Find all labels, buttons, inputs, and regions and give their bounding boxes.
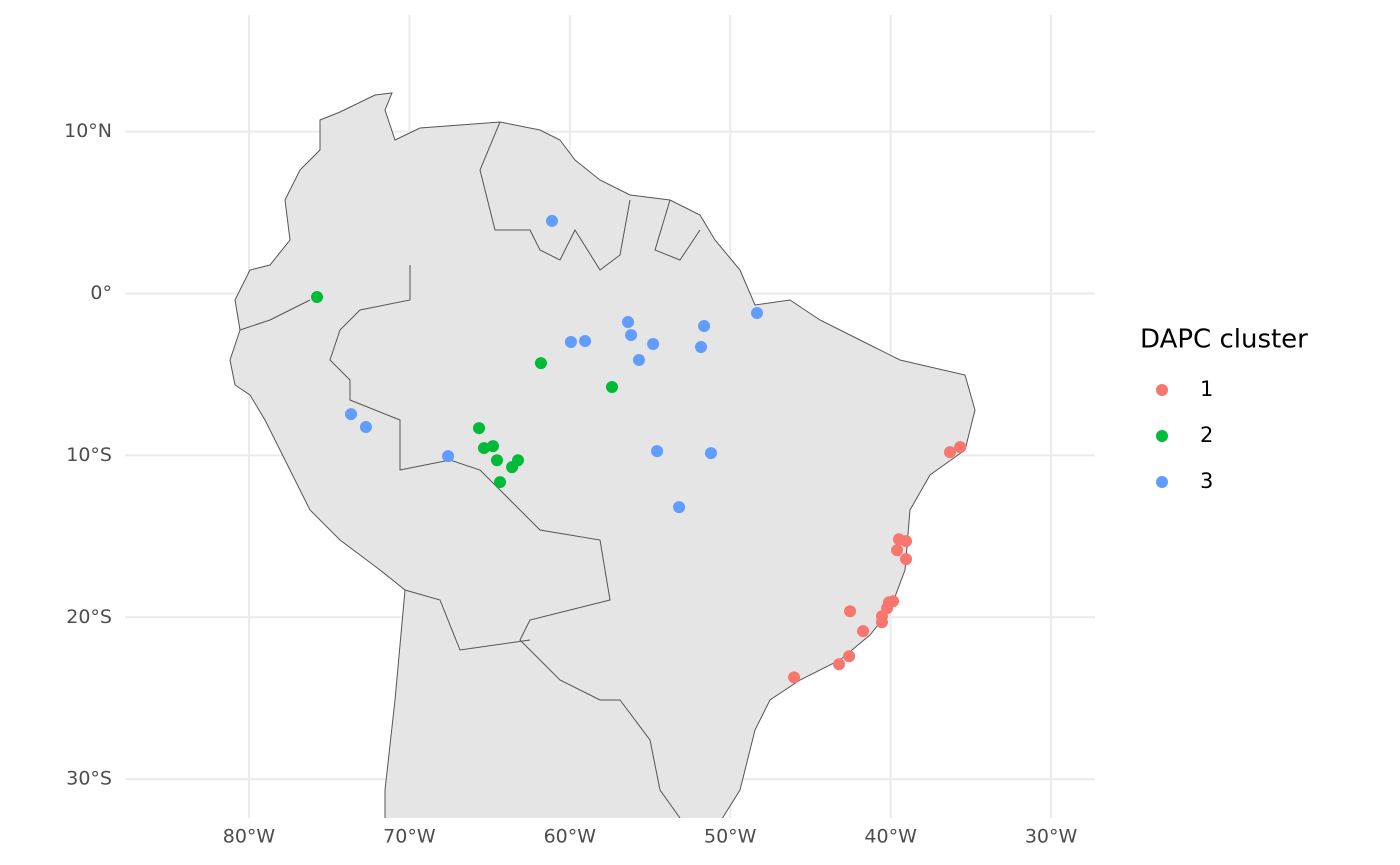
- x-tick-label: 60°W: [544, 826, 597, 848]
- point: [632, 353, 645, 366]
- point: [345, 408, 358, 421]
- point: [891, 544, 904, 557]
- x-tick-label: 40°W: [864, 826, 917, 848]
- y-tick-label: 30°S: [66, 768, 112, 790]
- x-tick-label: 30°W: [1025, 826, 1078, 848]
- point: [647, 337, 660, 350]
- borders: [239, 121, 701, 818]
- legend-label: 1: [1200, 377, 1213, 401]
- x-tick-label: 50°W: [704, 826, 757, 848]
- x-tick-label: 70°W: [383, 826, 436, 848]
- land: [229, 92, 976, 818]
- point: [473, 422, 486, 435]
- point: [494, 476, 507, 489]
- point: [359, 421, 372, 434]
- points: [311, 214, 967, 684]
- point: [832, 658, 845, 671]
- point: [477, 442, 490, 455]
- point: [788, 671, 801, 684]
- point: [564, 336, 577, 349]
- point: [843, 650, 856, 663]
- point: [751, 307, 764, 320]
- point: [622, 315, 635, 328]
- land-outline: [229, 92, 976, 818]
- point: [546, 214, 559, 227]
- legend-key: [1156, 384, 1168, 396]
- point: [704, 447, 717, 460]
- point: [900, 553, 913, 566]
- point: [900, 535, 913, 548]
- point: [506, 461, 519, 474]
- point: [579, 335, 592, 348]
- point: [442, 450, 455, 463]
- y-tick-label: 20°S: [66, 606, 112, 628]
- y-tick-label: 0°: [90, 282, 112, 304]
- point: [606, 381, 619, 394]
- x-tick-label: 80°W: [223, 826, 276, 848]
- point: [844, 605, 857, 618]
- point: [625, 329, 638, 342]
- legend-key: [1156, 430, 1168, 442]
- point: [954, 441, 967, 454]
- point: [857, 625, 870, 638]
- legend-key: [1156, 476, 1168, 488]
- point: [695, 341, 708, 354]
- y-tick-label: 10°N: [64, 120, 112, 142]
- point: [490, 454, 503, 467]
- point: [486, 440, 499, 453]
- point: [698, 320, 711, 333]
- point: [651, 445, 664, 458]
- point: [875, 616, 888, 629]
- legend-label: 3: [1200, 469, 1213, 493]
- point: [673, 501, 686, 514]
- legend-label: 2: [1200, 423, 1213, 447]
- point: [534, 357, 547, 370]
- y-tick-label: 10°S: [66, 444, 112, 466]
- point: [943, 446, 956, 459]
- point: [311, 291, 324, 304]
- legend-title: DAPC cluster: [1140, 325, 1308, 355]
